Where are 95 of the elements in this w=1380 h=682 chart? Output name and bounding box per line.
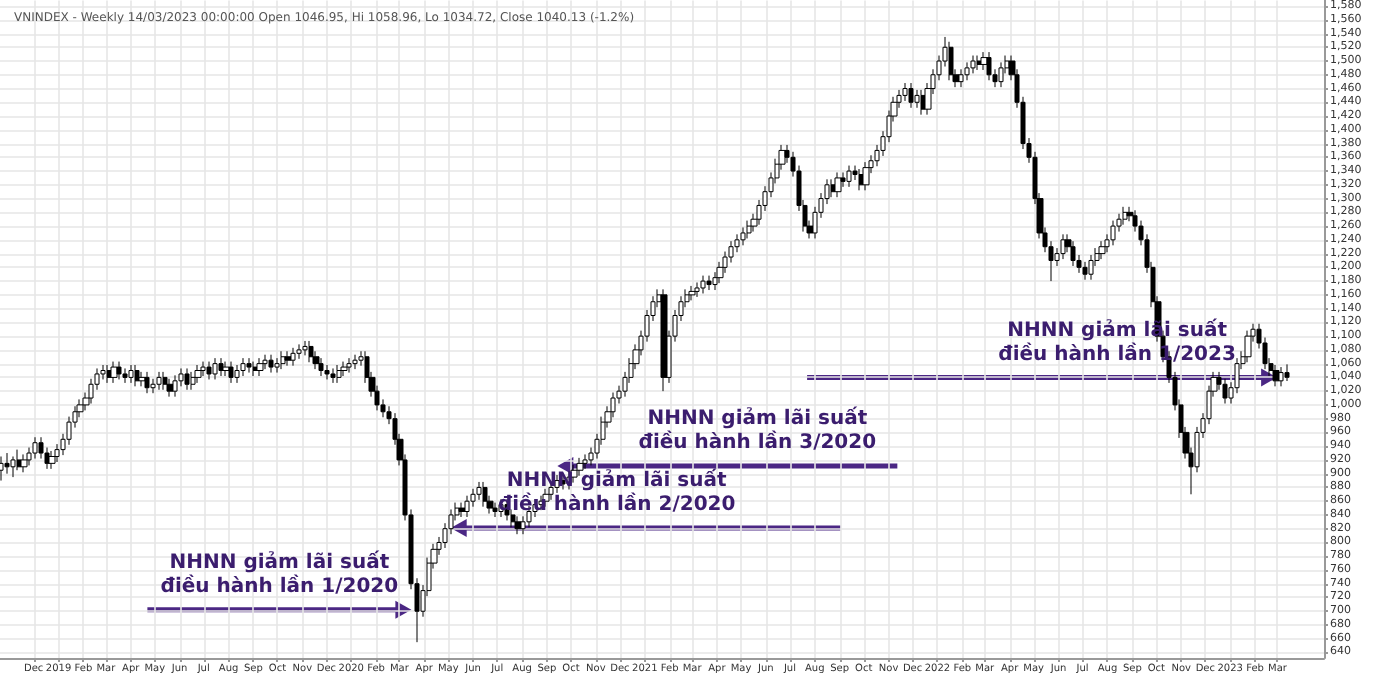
candlestick: [1278, 366, 1284, 387]
candlestick: [218, 357, 224, 377]
candlestick: [4, 452, 10, 475]
candlestick: [166, 378, 174, 398]
candlestick: [246, 357, 252, 374]
candlestick: [234, 364, 240, 384]
candlestick: [222, 361, 230, 377]
annotation: NHNN giảm lãi suất điều hành lần 1/2020: [160, 551, 399, 600]
candlestick: [162, 371, 168, 391]
candlestick: [128, 364, 134, 384]
candlestick: [1222, 378, 1228, 405]
candlestick: [1110, 220, 1116, 246]
candlestick: [184, 367, 190, 391]
candlestick: [206, 361, 212, 380]
candlestick: [252, 361, 258, 377]
candlestick: [106, 364, 112, 384]
candlestick: [16, 449, 22, 471]
candlestick: [228, 361, 234, 384]
candlestick: [190, 371, 196, 391]
candlestick: [330, 367, 336, 384]
candlestick: [150, 378, 156, 394]
candlestick: [914, 89, 920, 109]
candlestick: [32, 436, 38, 460]
candlestick: [1088, 254, 1094, 281]
candlestick: [280, 350, 286, 370]
candlestick: [1082, 261, 1088, 281]
candlestick: [830, 178, 836, 198]
candlestick: [492, 502, 498, 518]
candlestick: [1244, 330, 1252, 363]
candlestick: [694, 281, 700, 298]
candlestick: [308, 340, 314, 363]
candlestick: [1098, 240, 1106, 260]
candlestick: [20, 453, 28, 473]
candlestick: [706, 275, 712, 291]
candlestick: [172, 374, 178, 398]
candlestick: [1060, 233, 1066, 260]
candlestick: [48, 450, 56, 470]
candlestick: [268, 354, 274, 374]
candlestick: [1284, 363, 1290, 382]
candlestick: [212, 357, 218, 380]
candlestick: [920, 89, 926, 116]
candlestick: [116, 361, 122, 380]
candlestick: [514, 515, 522, 535]
candlestick: [110, 361, 118, 384]
candlestick: [700, 275, 706, 294]
candlestick: [858, 168, 864, 191]
candlestick: [156, 371, 162, 391]
candlestick: [970, 55, 976, 74]
candlestick: [998, 61, 1004, 88]
candlestick: [902, 82, 908, 102]
candlestick: [262, 354, 268, 370]
candlestick: [976, 55, 982, 71]
candlestick: [336, 364, 342, 384]
candlestick: [476, 481, 482, 501]
candlestick: [1272, 364, 1280, 387]
candlestick: [144, 371, 150, 394]
candlestick: [834, 171, 842, 198]
candlestick: [458, 502, 466, 518]
candlestick: [194, 364, 202, 384]
candlestick: [1122, 206, 1128, 226]
candlestick: [290, 347, 296, 367]
candlestick: [256, 357, 264, 377]
candlestick: [284, 350, 292, 367]
candlestick: [240, 357, 246, 377]
candlestick: [10, 455, 16, 478]
candlestick: [302, 340, 308, 356]
candlestick: [846, 165, 852, 188]
candlestick: [576, 457, 584, 477]
candlestick: [352, 354, 358, 370]
candlestick: [958, 68, 964, 88]
candlestick: [464, 495, 470, 518]
candlestick: [318, 357, 324, 377]
candlestick: [274, 357, 280, 374]
candlestick: [482, 481, 488, 508]
candlestick: [1070, 240, 1076, 267]
candlestick: [964, 61, 970, 81]
candlestick: [324, 364, 330, 380]
candlestick: [908, 82, 914, 109]
candlestick: [986, 51, 992, 81]
candlestick: [862, 161, 870, 191]
candlestick: [200, 361, 206, 377]
candlestick: [340, 361, 348, 377]
candlestick: [688, 285, 696, 301]
candlestick: [346, 357, 352, 374]
candlestick: [122, 367, 128, 384]
candlestick: [740, 226, 746, 246]
candlestick: [0, 455, 4, 482]
candlestick: [134, 364, 140, 387]
candlestick: [948, 41, 954, 81]
annotation: NHNN giảm lãi suất điều hành lần 3/2020: [638, 408, 877, 457]
candlestick: [746, 220, 752, 239]
candlestick: [582, 453, 588, 470]
candlestick: [660, 288, 668, 392]
candlestick: [138, 371, 146, 387]
candlestick: [296, 343, 302, 360]
